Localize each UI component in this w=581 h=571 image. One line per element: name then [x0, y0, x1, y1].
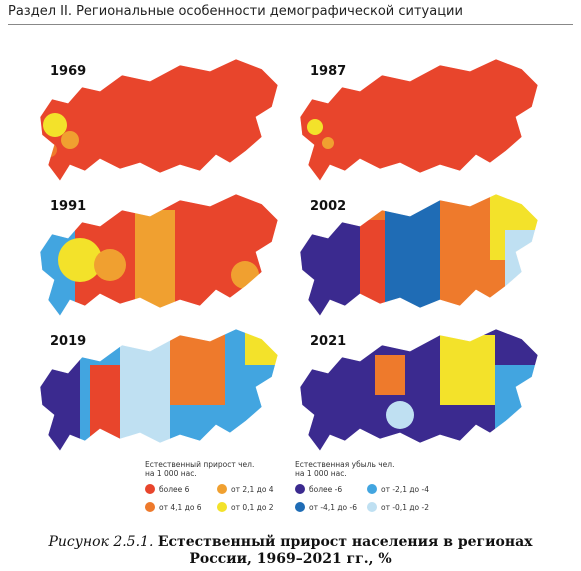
map-year: 1969 [50, 64, 86, 79]
legend-swatch [217, 484, 227, 494]
legend-label: от 4,1 до 6 [159, 502, 202, 512]
legend-swatch [145, 502, 155, 512]
map-year: 2019 [50, 334, 86, 349]
legend-item: более 6 [145, 484, 217, 494]
legend-item: от 4,1 до 6 [145, 502, 217, 512]
caption: Рисунок 2.5.1. Естественный прирост насе… [20, 534, 561, 568]
legend-title: Естественный прирост чел. на 1 000 нас. [145, 460, 255, 478]
legend-item: более -6 [295, 484, 367, 494]
legend-label: от -2,1 до -4 [381, 484, 429, 494]
legend-label: от -4,1 до -6 [309, 502, 357, 512]
map-year: 1991 [50, 199, 86, 214]
caption-text: Естественный прирост населения в региона… [157, 534, 533, 567]
legend-group: Естественный прирост чел. на 1 000 нас. б… [145, 460, 295, 512]
map: 2019 [39, 328, 279, 452]
map: 2021 [299, 328, 539, 452]
legend-item: от -0,1 до -2 [367, 502, 439, 512]
legend-label: от 2,1 до 4 [231, 484, 274, 494]
caption-label: Рисунок 2.5.1. [48, 534, 154, 550]
maps: 1969 1987 1991 2002 2019 2021 [39, 58, 539, 452]
legend-swatch [295, 484, 305, 494]
legend-item: от 2,1 до 4 [217, 484, 289, 494]
legend-item: от -2,1 до -4 [367, 484, 439, 494]
legend-swatch [295, 502, 305, 512]
map: 1969 [39, 58, 279, 182]
legend-label: более -6 [309, 484, 343, 494]
legend-swatch [145, 484, 155, 494]
legend-label: от 0,1 до 2 [231, 502, 274, 512]
map: 1991 [39, 193, 279, 317]
header-title: Раздел II. Региональные особенности демо… [8, 4, 463, 19]
legend-group: Естественная убыль чел. на 1 000 нас. бол… [295, 460, 445, 512]
legend-swatch [367, 484, 377, 494]
legend-swatch [367, 502, 377, 512]
legend-item: от 0,1 до 2 [217, 502, 289, 512]
map-year: 1987 [310, 64, 346, 79]
map: 2002 [299, 193, 539, 317]
map-year: 2002 [310, 199, 346, 214]
map: 1987 [299, 58, 539, 182]
header-rule [8, 24, 573, 25]
legend-label: от -0,1 до -2 [381, 502, 429, 512]
map-year: 2021 [310, 334, 346, 349]
legend-title: Естественная убыль чел. на 1 000 нас. [295, 460, 395, 478]
legend-item: от -4,1 до -6 [295, 502, 367, 512]
legend-label: более 6 [159, 484, 190, 494]
legend-swatch [217, 502, 227, 512]
